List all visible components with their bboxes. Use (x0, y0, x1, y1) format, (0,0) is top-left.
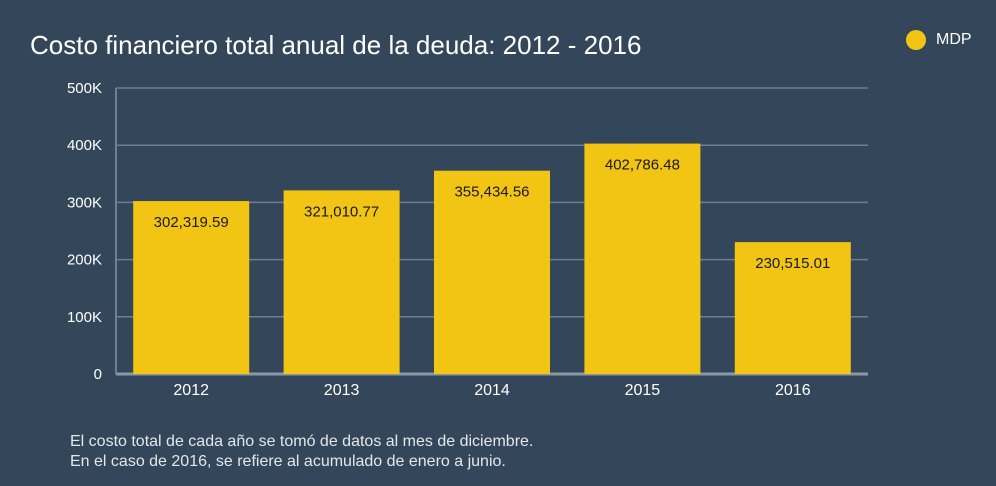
x-tick-label: 2013 (324, 382, 360, 399)
bar-value-label: 355,434.56 (454, 184, 529, 201)
x-tick-label: 2012 (173, 382, 209, 399)
x-tick-label: 2014 (474, 382, 510, 399)
y-tick-label: 500K (67, 80, 102, 97)
bar-value-label: 321,010.77 (304, 203, 379, 220)
chart-title: Costo financiero total anual de la deuda… (30, 30, 642, 60)
footnote-line-2: En el caso de 2016, se refiere al acumul… (70, 453, 506, 470)
y-tick-label: 100K (67, 309, 102, 326)
bar-2015 (584, 143, 701, 374)
x-tick-label: 2016 (775, 382, 811, 399)
bar-2016 (734, 242, 851, 374)
legend: MDP (906, 30, 972, 50)
footnote: El costo total de cada año se tomó de da… (70, 432, 533, 472)
y-tick-label: 400K (67, 137, 102, 154)
bar-2012 (133, 201, 250, 374)
bar-value-label: 230,515.01 (755, 255, 830, 272)
bar-value-label: 402,786.48 (605, 157, 680, 174)
bar-2014 (434, 170, 550, 374)
legend-swatch-mdp (906, 30, 926, 50)
x-tick-label: 2015 (625, 382, 661, 399)
y-tick-label: 0 (94, 366, 102, 383)
legend-label-mdp: MDP (936, 31, 972, 48)
y-tick-label: 300K (67, 194, 102, 211)
bar-2013 (283, 190, 400, 374)
footnote-line-1: El costo total de cada año se tomó de da… (70, 433, 534, 450)
bar-value-label: 302,319.59 (154, 214, 229, 231)
y-tick-label: 200K (67, 252, 102, 269)
